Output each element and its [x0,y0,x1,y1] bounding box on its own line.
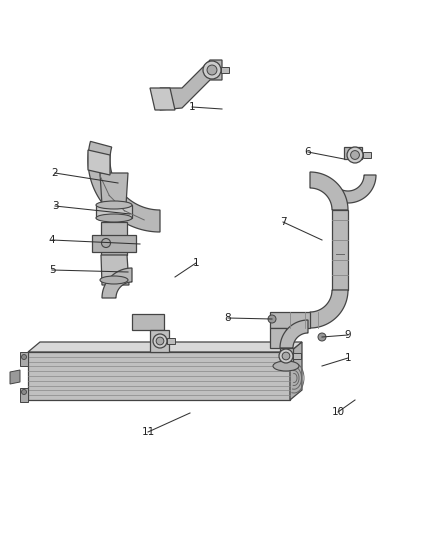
Circle shape [102,238,110,247]
Polygon shape [280,320,308,348]
Polygon shape [92,235,136,252]
Polygon shape [310,290,348,328]
Polygon shape [88,150,110,175]
Text: 8: 8 [225,313,231,323]
Polygon shape [290,342,302,400]
Circle shape [21,390,27,394]
Polygon shape [20,352,28,366]
Polygon shape [10,370,20,384]
Polygon shape [28,352,290,400]
Circle shape [156,337,164,345]
Circle shape [203,61,221,79]
Polygon shape [132,314,164,330]
Circle shape [318,333,326,341]
Polygon shape [280,348,293,366]
Polygon shape [363,152,371,158]
Circle shape [268,315,276,323]
Text: 6: 6 [305,147,311,157]
Polygon shape [150,88,175,110]
Polygon shape [167,338,175,344]
Circle shape [350,151,360,159]
Text: 2: 2 [52,168,58,178]
Circle shape [347,147,363,163]
Polygon shape [310,172,348,210]
Text: 1: 1 [345,353,351,363]
Polygon shape [160,60,222,110]
Polygon shape [334,175,376,203]
Circle shape [279,349,293,363]
Polygon shape [221,67,229,73]
Ellipse shape [96,214,132,222]
Text: 1: 1 [189,102,195,112]
Circle shape [153,334,167,348]
Polygon shape [100,173,128,205]
Polygon shape [101,255,129,285]
Polygon shape [101,222,127,255]
Text: 10: 10 [332,407,345,417]
Ellipse shape [96,201,132,209]
Text: 1: 1 [193,258,199,268]
Polygon shape [332,210,348,290]
Polygon shape [150,330,169,352]
Polygon shape [96,205,132,218]
Text: 5: 5 [49,265,55,275]
Polygon shape [102,268,132,298]
Text: 4: 4 [49,235,55,245]
Circle shape [282,352,290,360]
Polygon shape [270,312,310,328]
Text: 7: 7 [280,217,286,227]
Polygon shape [344,147,362,159]
Polygon shape [28,342,302,352]
Text: 11: 11 [141,427,155,437]
Polygon shape [88,141,160,232]
Polygon shape [20,388,28,402]
Circle shape [21,354,27,359]
Circle shape [207,65,217,75]
Text: 3: 3 [52,201,58,211]
Ellipse shape [100,276,128,284]
Polygon shape [293,353,301,359]
Polygon shape [270,328,286,348]
Ellipse shape [273,361,299,371]
Text: 9: 9 [345,330,351,340]
